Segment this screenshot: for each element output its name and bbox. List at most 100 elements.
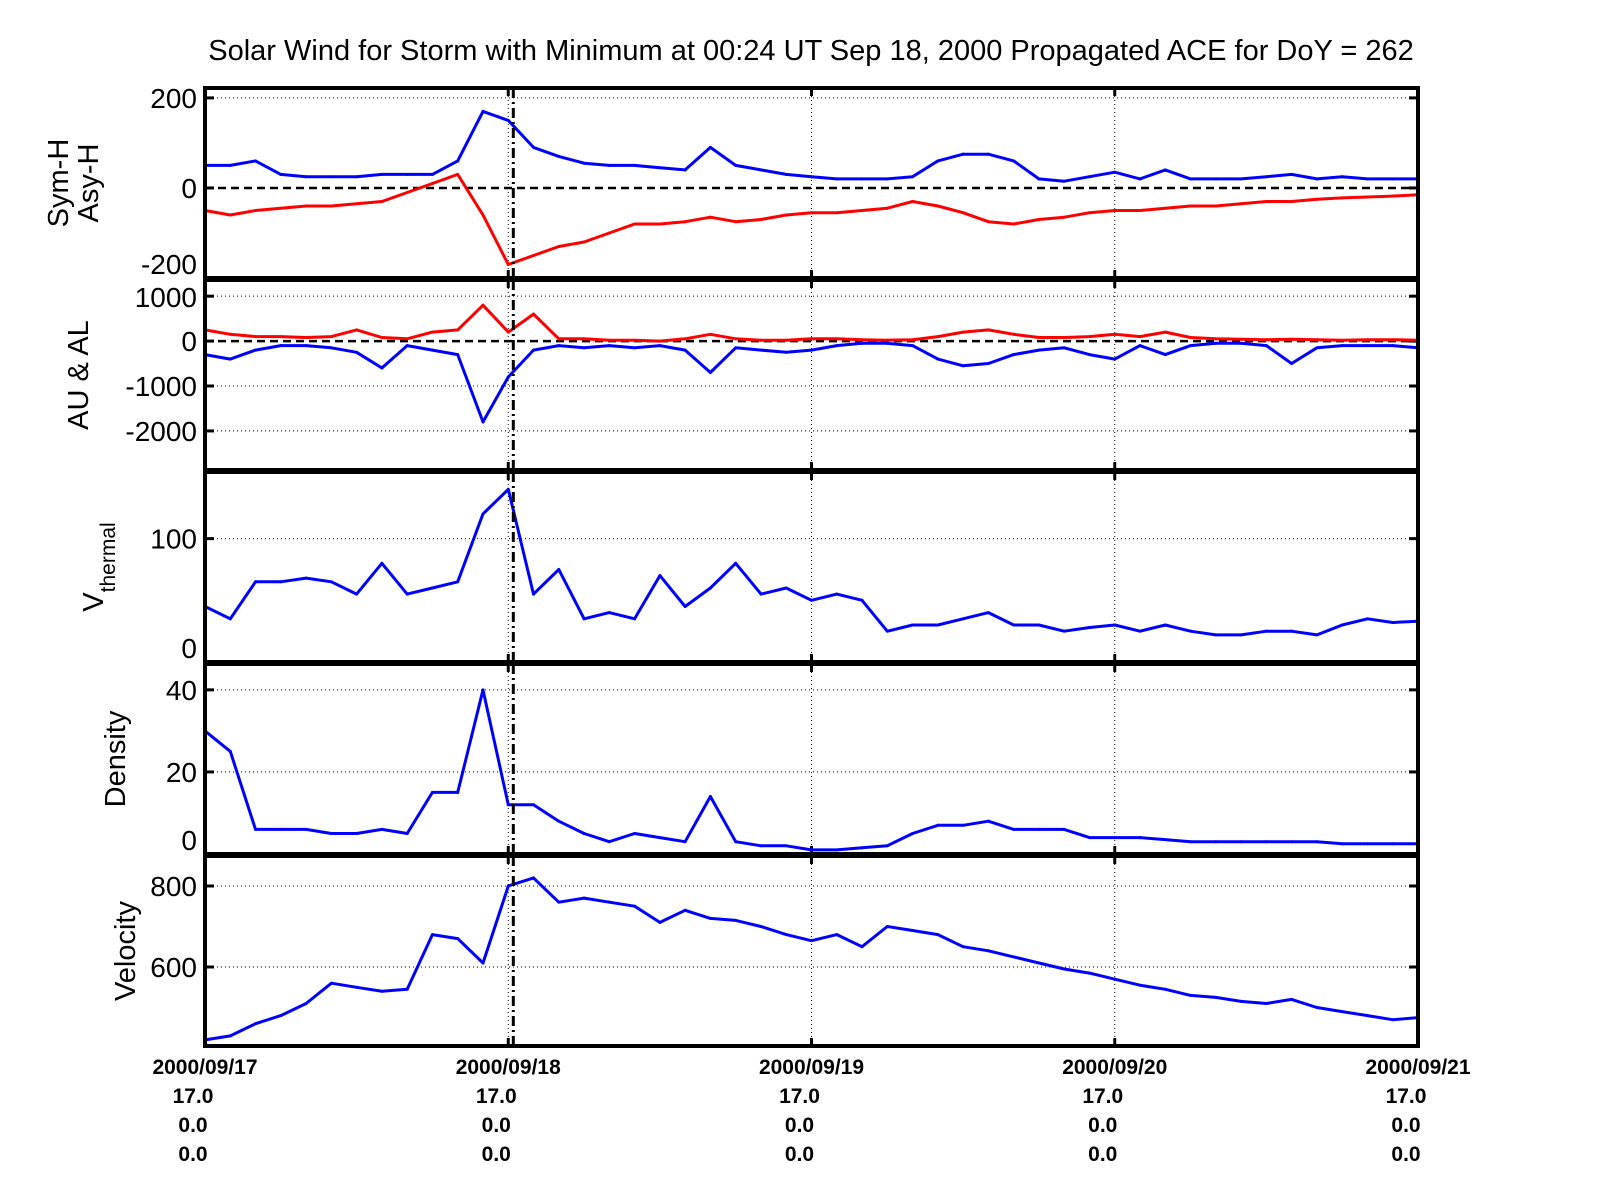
point-al [1012,353,1016,357]
point-velocity [986,949,990,953]
point-au [1365,338,1369,342]
point-density [1315,840,1319,844]
point-au [986,328,990,332]
point-vthermal [1087,625,1091,629]
point-velocity [1214,995,1218,999]
point-velocity [860,945,864,949]
point-vthermal [1290,629,1294,633]
point-al [355,350,359,354]
point-velocity [835,933,839,937]
point-vthermal [784,586,788,590]
point-vthermal [1037,623,1041,627]
point-density [1163,838,1167,842]
series-asy_h [205,109,1418,183]
point-density [658,836,662,840]
point-al [1365,344,1369,348]
point-sym_h [885,206,889,210]
point-density [582,831,586,835]
point-density [304,827,308,831]
point-au [1239,337,1243,341]
point-asy_h [532,145,536,149]
point-vthermal [1062,629,1066,633]
point-asy_h [835,177,839,181]
point-asy_h [658,166,662,170]
point-vthermal [1113,623,1117,627]
point-velocity [1113,977,1117,981]
point-al [784,350,788,354]
point-vthermal [607,611,611,615]
point-asy_h [254,159,258,163]
point-sym_h [582,240,586,244]
point-velocity [1315,1006,1319,1010]
point-al [405,344,409,348]
point-al [1315,346,1319,350]
point-asy_h [784,172,788,176]
point-vthermal [1189,629,1193,633]
point-velocity [1290,997,1294,1001]
point-density [1189,840,1193,844]
point-velocity [506,884,510,888]
point-al [1189,344,1193,348]
point-vthermal [557,567,561,571]
point-al [986,362,990,366]
point-density [683,840,687,844]
point-al [557,344,561,348]
point-asy_h [1315,177,1319,181]
point-al [1264,344,1268,348]
x-tick-label-sub: 17.0 [476,1085,517,1108]
point-au [936,335,940,339]
y-axis-label: Velocity [110,901,142,1001]
point-density [936,823,940,827]
point-asy_h [1012,159,1016,163]
point-sym_h [1214,204,1218,208]
point-al [582,346,586,350]
point-sym_h [532,253,536,257]
x-tick-label-date: 2000/09/17 [152,1056,257,1079]
y-tick-label: 0 [181,173,197,204]
point-sym_h [734,220,738,224]
point-au [1290,337,1294,341]
point-asy_h [380,172,384,176]
point-au [1113,332,1117,336]
point-density [986,819,990,823]
point-sym_h [1062,215,1066,219]
series-au [204,303,1419,343]
point-density [329,831,333,835]
point-au [708,332,712,336]
point-density [279,827,283,831]
point-density [1391,842,1395,846]
point-density [860,846,864,850]
x-tick-label-sub: 17.0 [173,1085,214,1108]
point-au [835,337,839,341]
point-asy_h [708,145,712,149]
point-au [658,339,662,343]
point-al [380,366,384,370]
point-velocity [1340,1010,1344,1014]
point-velocity [1391,1018,1395,1022]
point-density [633,831,637,835]
x-tick-label-sub: 0.0 [785,1143,814,1166]
point-vthermal [380,561,384,565]
point-vthermal [961,617,965,621]
point-asy_h [1138,177,1142,181]
point-sym_h [810,211,813,215]
point-asy_h [304,175,308,179]
point-sym_h [911,199,915,203]
point-vthermal [734,561,738,565]
point-al [961,364,965,368]
point-asy_h [430,172,434,176]
point-au [784,338,788,342]
point-asy_h [279,172,283,176]
point-au [810,337,813,341]
point-au [1138,335,1142,339]
point-asy_h [506,118,510,122]
x-tick-label-date: 2000/09/18 [456,1056,561,1079]
point-asy_h [1062,179,1066,183]
series-al [204,341,1419,424]
point-sym_h [961,211,965,215]
point-vthermal [759,592,763,596]
point-al [936,357,940,361]
x-tick-label-sub: 17.0 [779,1085,820,1108]
y-axis-label: Vthermal [78,522,120,611]
